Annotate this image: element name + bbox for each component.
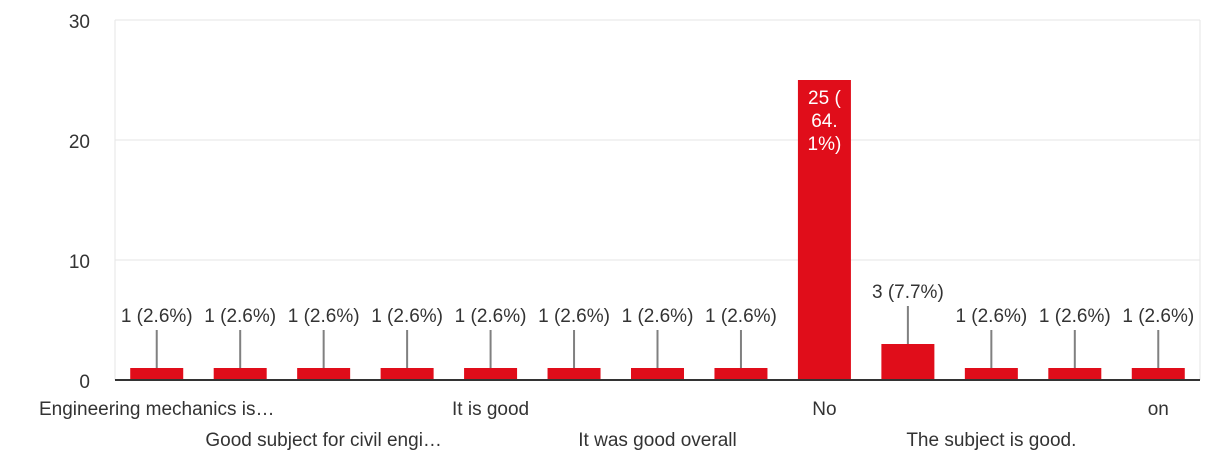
data-label-line: 25 (: [808, 88, 841, 109]
data-label: 1 (2.6%): [1039, 306, 1111, 327]
bar: [380, 368, 434, 380]
data-label: 1 (2.6%): [538, 306, 610, 327]
data-label: 1 (2.6%): [204, 306, 276, 327]
gridlines: [114, 19, 1201, 380]
data-label-leaders: [155, 306, 1160, 368]
data-label: 1 (2.6%): [455, 306, 527, 327]
bar: [881, 344, 935, 380]
data-label: 1 (2.6%): [1122, 306, 1194, 327]
y-axis-tick-labels: 0 10 20 30: [69, 12, 90, 393]
data-labels: 1 (2.6%) 1 (2.6%) 1 (2.6%) 1 (2.6%) 1 (2.6%)…: [121, 88, 1194, 327]
x-category-label: It was good overall: [578, 430, 736, 451]
data-label: 25 (64. 1%): [808, 88, 842, 155]
bar: [213, 368, 267, 380]
data-label: 1 (2.6%): [955, 306, 1027, 327]
x-category-label: Good subject for civil engi…: [205, 430, 442, 451]
x-category-label: Engineering mechanics is…: [39, 399, 275, 420]
bar: [297, 368, 351, 380]
y-tick-label: 0: [79, 372, 90, 393]
y-tick-label: 20: [69, 132, 90, 153]
x-category-label: on: [1148, 399, 1169, 420]
x-category-label: No: [812, 399, 836, 420]
data-label: 1 (2.6%): [121, 306, 193, 327]
y-tick-label: 10: [69, 252, 90, 273]
bar: [1131, 368, 1185, 380]
bar: [130, 368, 184, 380]
bar: [1048, 368, 1102, 380]
data-label: 1 (2.6%): [288, 306, 360, 327]
data-label: 3 (7.7%): [872, 282, 944, 303]
bar: [797, 80, 851, 380]
data-label-line: 1%): [808, 134, 842, 155]
bars: [130, 80, 1185, 380]
data-label: 1 (2.6%): [705, 306, 777, 327]
y-tick-label: 30: [69, 12, 90, 33]
bar: [964, 368, 1018, 380]
bar: [714, 368, 768, 380]
x-category-label: It is good: [452, 399, 529, 420]
bar: [547, 368, 601, 380]
x-axis-category-labels: Engineering mechanics is… Good subject fo…: [39, 399, 1169, 451]
bar: [631, 368, 684, 380]
data-label: 1 (2.6%): [622, 306, 694, 327]
x-category-label: The subject is good.: [906, 430, 1076, 451]
bar: [464, 368, 518, 380]
data-label: 1 (2.6%): [371, 306, 443, 327]
data-label-line: 64.: [811, 111, 837, 132]
